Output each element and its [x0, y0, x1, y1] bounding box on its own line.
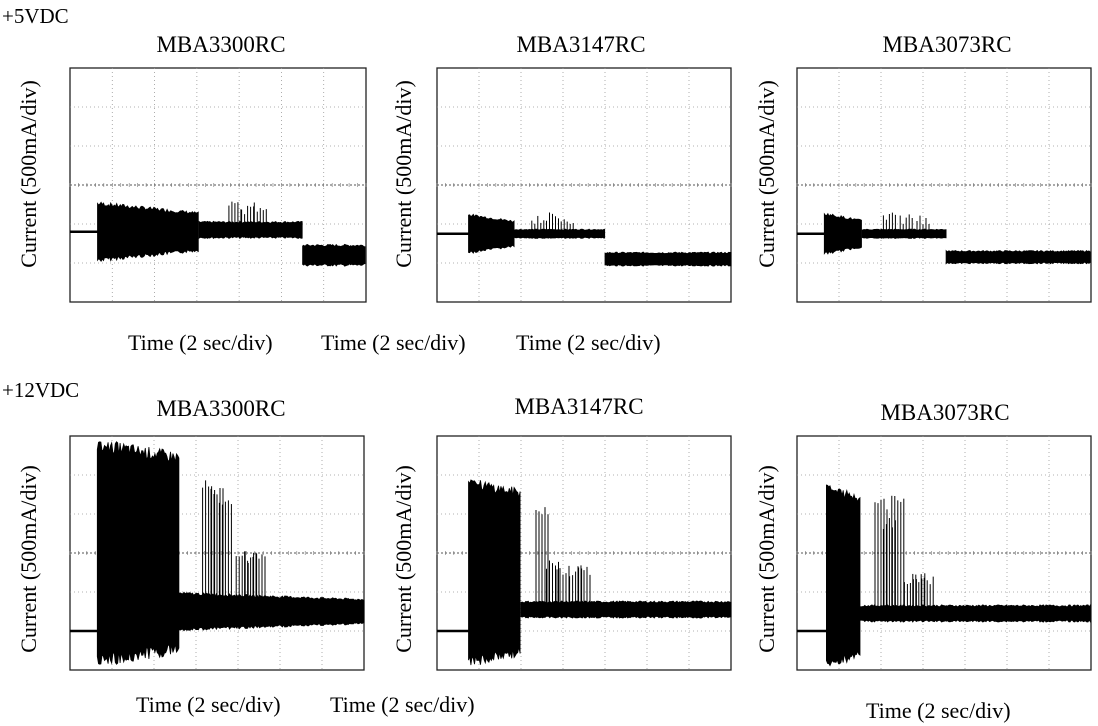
trace-band	[96, 441, 180, 665]
trace-band	[97, 201, 199, 263]
voltage-label-5v: +5VDC	[2, 4, 69, 28]
scope-plot-5v-mba3147rc	[436, 67, 732, 303]
x-axis-label: Time (2 sec/div)	[866, 698, 1011, 723]
voltage-label-12v: +12VDC	[2, 378, 80, 402]
y-axis-label: Current (500mA/div)	[754, 465, 779, 653]
trace-band	[302, 243, 366, 267]
x-axis-label: Time (2 sec/div)	[128, 330, 273, 355]
panel-title-5v-3073: MBA3073RC	[882, 32, 1012, 57]
y-axis-label: Current (500mA/div)	[16, 465, 41, 653]
scope-plot-5v-mba3300rc	[69, 67, 367, 303]
trace-band	[861, 228, 947, 239]
x-axis-label: Time (2 sec/div)	[516, 330, 661, 355]
scope-plot-12v-mba3073rc	[796, 435, 1092, 671]
panel-title-12v-3073: MBA3073RC	[880, 400, 1010, 425]
panel-title-5v-3147: MBA3147RC	[516, 32, 646, 57]
panel-title-5v-3300: MBA3300RC	[156, 32, 286, 57]
y-axis-label: Current (500mA/div)	[16, 80, 41, 268]
trace-band	[468, 479, 521, 666]
panel-title-12v-3147: MBA3147RC	[514, 394, 644, 419]
trace-band	[520, 600, 732, 619]
scope-plot-5v-mba3073rc	[796, 67, 1092, 303]
y-axis-label: Current (500mA/div)	[391, 80, 416, 268]
trace-band	[945, 249, 1091, 265]
trace-band	[823, 212, 862, 255]
x-axis-label: Time (2 sec/div)	[321, 330, 466, 355]
trace-band	[826, 484, 861, 667]
panel-title-12v-3300: MBA3300RC	[156, 396, 286, 421]
x-axis-label: Time (2 sec/div)	[330, 692, 475, 717]
y-axis-label: Current (500mA/div)	[391, 465, 416, 653]
scope-plot-12v-mba3300rc	[69, 435, 365, 671]
x-axis-label: Time (2 sec/div)	[136, 692, 281, 717]
trace-band	[604, 251, 732, 267]
trace-band	[859, 603, 1091, 624]
y-axis-label: Current (500mA/div)	[754, 80, 779, 268]
trace-band	[514, 228, 606, 239]
scope-plot-12v-mba3147rc	[436, 435, 732, 671]
trace-band	[468, 213, 515, 254]
